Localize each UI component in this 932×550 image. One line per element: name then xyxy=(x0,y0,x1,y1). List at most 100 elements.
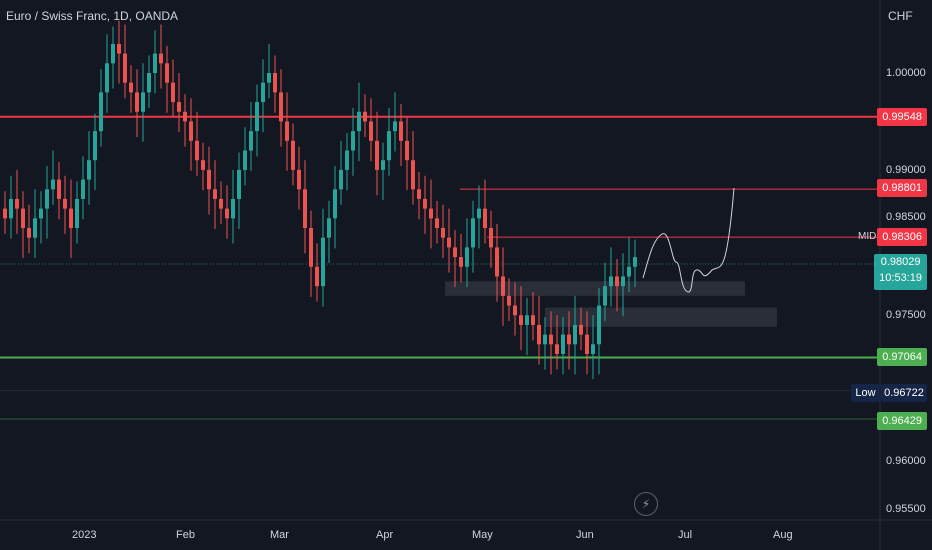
candle xyxy=(495,247,499,277)
candle xyxy=(87,160,91,180)
candle xyxy=(333,189,337,219)
candle xyxy=(345,150,349,170)
candle xyxy=(417,189,421,199)
candle xyxy=(429,208,433,219)
candle xyxy=(447,237,451,248)
candle xyxy=(261,82,265,103)
lightning-icon[interactable]: ⚡ xyxy=(634,492,658,516)
candle xyxy=(3,208,7,219)
candle xyxy=(27,228,31,238)
candle xyxy=(15,198,19,209)
price-tick: 0.95500 xyxy=(886,503,926,515)
candle xyxy=(189,121,193,141)
time-label: May xyxy=(472,529,493,541)
symbol-title[interactable]: Euro / Swiss Franc, 1D, OANDA xyxy=(6,9,179,23)
candle xyxy=(99,92,103,132)
time-label: Feb xyxy=(176,529,195,541)
candle xyxy=(51,179,55,190)
candle xyxy=(297,169,301,190)
candle xyxy=(555,344,559,354)
candle xyxy=(603,286,607,306)
candle xyxy=(159,53,163,64)
low-value: 0.96722 xyxy=(881,384,927,402)
price-tag-green: 0.97064 xyxy=(877,348,927,366)
candle xyxy=(39,208,43,219)
candle xyxy=(267,73,271,83)
candle xyxy=(405,140,409,161)
projection-path xyxy=(642,187,735,293)
candle xyxy=(177,102,181,112)
candle xyxy=(255,102,259,132)
candle xyxy=(165,63,169,83)
time-label: Jun xyxy=(576,529,594,541)
candle xyxy=(21,208,25,229)
candle xyxy=(291,140,295,170)
zone-box xyxy=(445,281,745,296)
candle xyxy=(327,218,331,238)
candle xyxy=(285,121,289,141)
candle xyxy=(459,257,463,267)
candle xyxy=(549,334,553,345)
candle xyxy=(351,131,355,151)
candle xyxy=(309,228,313,267)
candle xyxy=(633,257,637,267)
price-tick: 1.00000 xyxy=(886,67,926,79)
time-label: Mar xyxy=(270,529,289,541)
candle xyxy=(375,140,379,170)
candle xyxy=(627,266,631,277)
candle xyxy=(93,131,97,161)
candle xyxy=(135,92,139,112)
candle xyxy=(33,218,37,238)
currency-label[interactable]: CHF xyxy=(888,9,913,23)
candle xyxy=(393,121,397,132)
candle xyxy=(183,111,187,122)
candle xyxy=(435,218,439,229)
price-tag-red-top: 0.99548 xyxy=(877,108,927,126)
candle xyxy=(621,276,625,287)
price-tick: 0.98500 xyxy=(886,211,926,223)
candle xyxy=(339,169,343,190)
price-tick: 0.96000 xyxy=(886,455,926,467)
time-label: Aug xyxy=(773,529,793,541)
candle xyxy=(147,73,151,93)
candle xyxy=(525,315,529,325)
mid-label: MID xyxy=(858,231,877,242)
candle xyxy=(249,131,253,151)
candle xyxy=(483,208,487,229)
candle-countdown: 10:53:19 xyxy=(879,272,922,284)
candle xyxy=(537,324,541,345)
candle xyxy=(399,121,403,141)
candle xyxy=(441,228,445,238)
candle xyxy=(141,92,145,112)
candle xyxy=(591,344,595,354)
candle xyxy=(369,121,373,141)
candle xyxy=(129,82,133,93)
candle xyxy=(69,208,73,229)
candle xyxy=(471,218,475,248)
candle xyxy=(171,82,175,103)
candle xyxy=(489,228,493,248)
candle xyxy=(315,266,319,287)
candle xyxy=(615,276,619,287)
candle xyxy=(519,315,523,325)
candle xyxy=(363,111,367,122)
candle xyxy=(9,198,13,219)
candle xyxy=(105,63,109,93)
candle xyxy=(153,53,157,73)
current-price: 0.98029 xyxy=(880,256,921,268)
candle xyxy=(243,150,247,170)
candle xyxy=(453,247,457,258)
candle xyxy=(117,43,121,54)
time-label: Apr xyxy=(376,529,394,541)
candle xyxy=(195,140,199,161)
candle xyxy=(81,179,85,199)
current-price-tag: 0.98029 10:53:19 xyxy=(874,254,927,290)
candle xyxy=(225,208,229,219)
candle xyxy=(543,334,547,345)
candle xyxy=(273,73,277,93)
candle xyxy=(579,324,583,335)
candle xyxy=(423,198,427,209)
price-tick: 0.99000 xyxy=(886,164,926,176)
candle xyxy=(231,198,235,219)
